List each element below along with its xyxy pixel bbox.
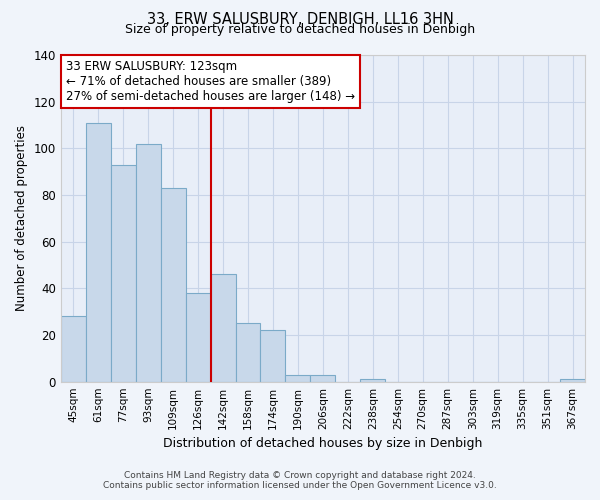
Bar	[61, 316, 86, 382]
Bar	[236, 324, 260, 382]
Bar	[111, 164, 136, 382]
Bar	[260, 330, 286, 382]
Bar	[310, 374, 335, 382]
Y-axis label: Number of detached properties: Number of detached properties	[15, 126, 28, 312]
Bar	[361, 380, 385, 382]
Bar	[560, 380, 585, 382]
Text: 33, ERW SALUSBURY, DENBIGH, LL16 3HN: 33, ERW SALUSBURY, DENBIGH, LL16 3HN	[146, 12, 454, 28]
Text: 33 ERW SALUSBURY: 123sqm
← 71% of detached houses are smaller (389)
27% of semi-: 33 ERW SALUSBURY: 123sqm ← 71% of detach…	[66, 60, 355, 103]
Text: Size of property relative to detached houses in Denbigh: Size of property relative to detached ho…	[125, 22, 475, 36]
Bar	[211, 274, 236, 382]
Bar	[136, 144, 161, 382]
Text: Contains HM Land Registry data © Crown copyright and database right 2024.
Contai: Contains HM Land Registry data © Crown c…	[103, 470, 497, 490]
Bar	[86, 122, 111, 382]
Bar	[286, 374, 310, 382]
X-axis label: Distribution of detached houses by size in Denbigh: Distribution of detached houses by size …	[163, 437, 482, 450]
Bar	[161, 188, 185, 382]
Bar	[185, 293, 211, 382]
